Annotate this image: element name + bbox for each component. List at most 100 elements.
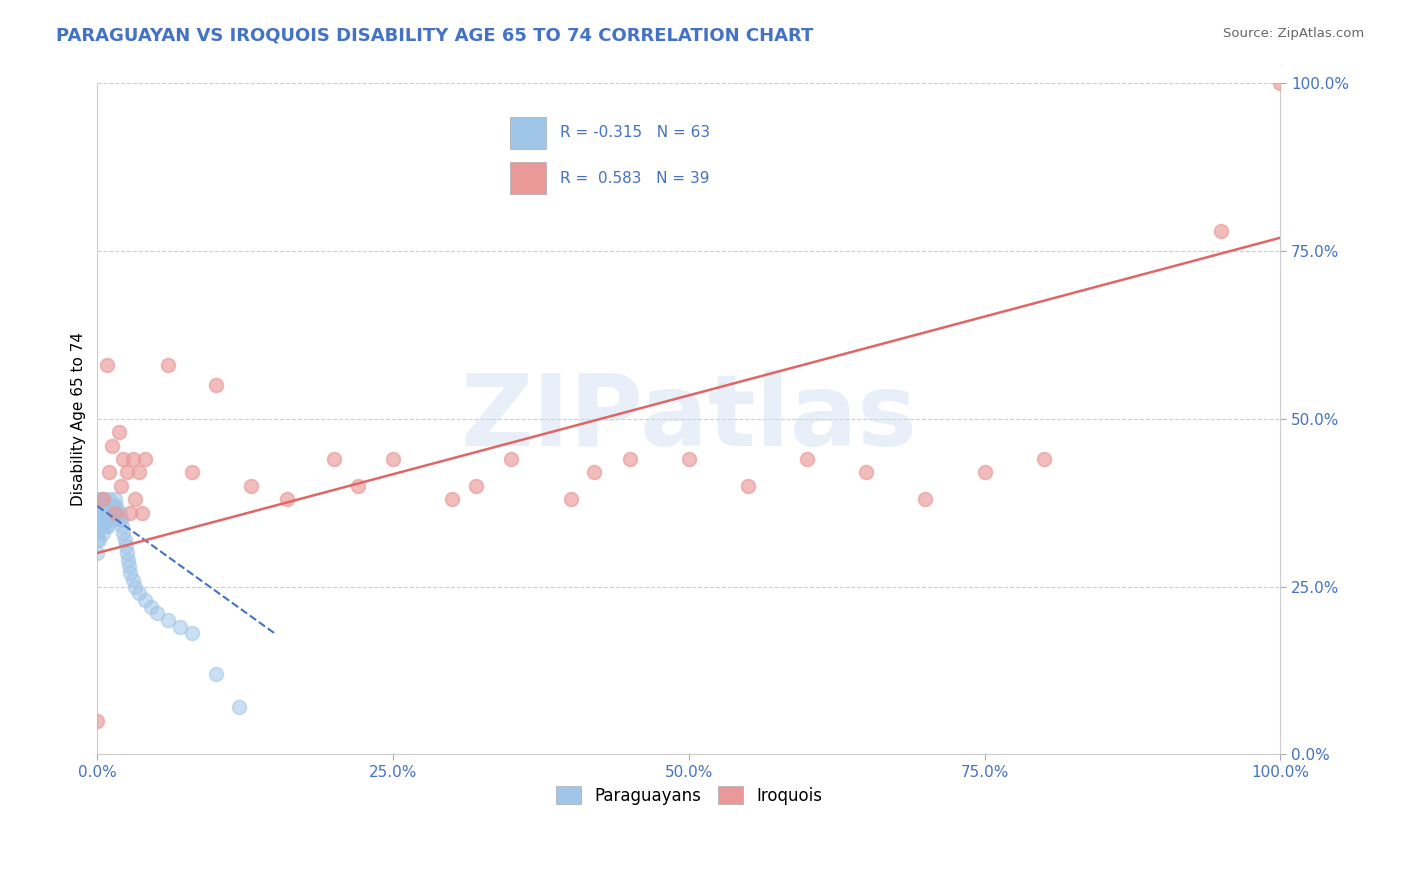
Point — [96, 358, 118, 372]
Point — [107, 512, 129, 526]
Point — [796, 452, 818, 467]
Point — [107, 506, 129, 520]
Point — [346, 479, 368, 493]
Point — [134, 452, 156, 467]
Point — [86, 525, 108, 540]
Point — [204, 666, 226, 681]
Point — [560, 492, 582, 507]
Point — [110, 479, 132, 493]
Point — [323, 452, 346, 467]
Point — [86, 512, 108, 526]
Point — [737, 479, 759, 493]
Point — [112, 452, 135, 467]
Point — [108, 506, 131, 520]
Point — [382, 452, 405, 467]
Point — [181, 626, 204, 640]
Point — [87, 499, 110, 513]
Point — [97, 506, 120, 520]
Point — [90, 519, 112, 533]
Point — [134, 593, 156, 607]
Point — [98, 506, 121, 520]
Point — [86, 714, 108, 728]
Point — [98, 512, 121, 526]
Point — [973, 466, 995, 480]
Point — [112, 525, 135, 540]
Point — [1211, 224, 1233, 238]
Point — [91, 492, 114, 507]
Point — [169, 620, 191, 634]
Point — [104, 512, 127, 526]
Point — [121, 452, 143, 467]
Point — [94, 506, 117, 520]
Point — [91, 492, 114, 507]
Point — [89, 499, 111, 513]
Point — [107, 425, 129, 440]
Point — [93, 512, 115, 526]
Y-axis label: Disability Age 65 to 74: Disability Age 65 to 74 — [72, 332, 86, 506]
Point — [501, 452, 523, 467]
Point — [105, 499, 128, 513]
Point — [89, 519, 111, 533]
Legend: Paraguayans, Iroquois: Paraguayans, Iroquois — [547, 778, 831, 813]
Point — [114, 539, 136, 553]
Point — [86, 546, 108, 560]
Point — [98, 466, 121, 480]
Point — [1270, 77, 1292, 91]
Point — [157, 358, 180, 372]
Point — [94, 519, 117, 533]
Point — [89, 512, 111, 526]
Point — [139, 599, 162, 614]
Point — [97, 519, 120, 533]
Point — [114, 533, 136, 547]
Point — [464, 479, 486, 493]
Point — [240, 479, 263, 493]
Point — [96, 499, 118, 513]
Point — [100, 439, 122, 453]
Point — [128, 466, 150, 480]
Point — [181, 466, 204, 480]
Point — [90, 492, 112, 507]
Point — [121, 573, 143, 587]
Point — [101, 506, 124, 520]
Point — [855, 466, 877, 480]
Point — [87, 533, 110, 547]
Point — [90, 506, 112, 520]
Point — [914, 492, 936, 507]
Point — [124, 580, 146, 594]
Point — [276, 492, 298, 507]
Point — [118, 559, 141, 574]
Point — [86, 506, 108, 520]
Text: PARAGUAYAN VS IROQUOIS DISABILITY AGE 65 TO 74 CORRELATION CHART: PARAGUAYAN VS IROQUOIS DISABILITY AGE 65… — [56, 27, 814, 45]
Point — [91, 519, 114, 533]
Point — [157, 613, 180, 627]
Point — [1032, 452, 1054, 467]
Point — [87, 519, 110, 533]
Text: ZIPatlas: ZIPatlas — [460, 370, 917, 467]
Point — [124, 492, 146, 507]
Point — [93, 499, 115, 513]
Point — [115, 466, 138, 480]
Text: Source: ZipAtlas.com: Source: ZipAtlas.com — [1223, 27, 1364, 40]
Point — [100, 499, 122, 513]
Point — [204, 378, 226, 392]
Point — [86, 533, 108, 547]
Point — [583, 466, 606, 480]
Point — [678, 452, 700, 467]
Point — [619, 452, 641, 467]
Point — [441, 492, 464, 507]
Point — [91, 525, 114, 540]
Point — [128, 586, 150, 600]
Point — [98, 492, 121, 507]
Point — [131, 506, 153, 520]
Point — [120, 566, 142, 580]
Point — [104, 506, 127, 520]
Point — [228, 700, 250, 714]
Point — [91, 506, 114, 520]
Point — [104, 492, 127, 507]
Point — [111, 519, 134, 533]
Point — [100, 512, 122, 526]
Point — [91, 512, 114, 526]
Point — [117, 552, 139, 566]
Point — [91, 499, 114, 513]
Point — [87, 506, 110, 520]
